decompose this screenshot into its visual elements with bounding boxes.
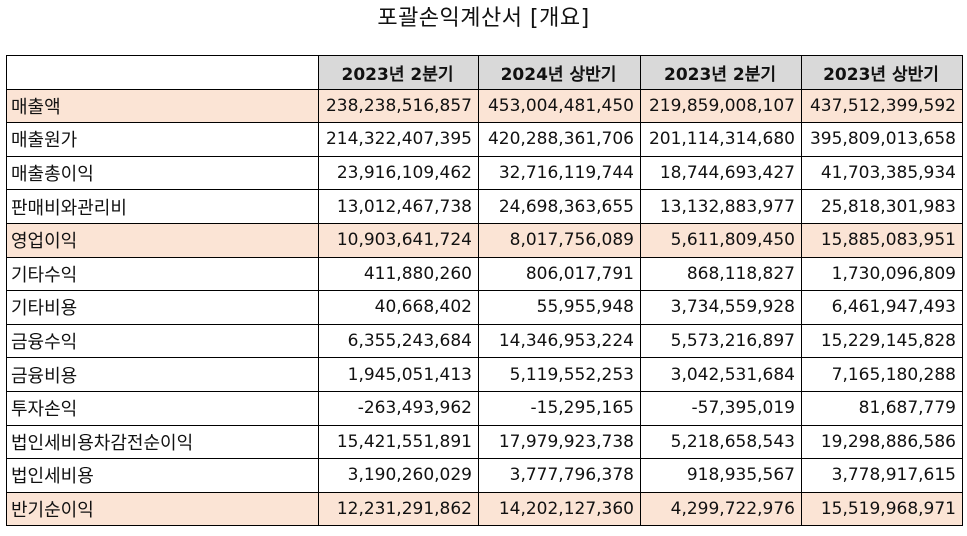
value-cell: 14,202,127,360 <box>478 491 641 527</box>
value-cell: 3,734,559,928 <box>640 290 802 325</box>
value-cell: 10,903,641,724 <box>318 222 479 258</box>
value-cell: 12,231,291,862 <box>318 491 479 527</box>
row-label: 투자손익 <box>6 390 319 426</box>
table-body: 매출액 238,238,516,857 453,004,481,450 219,859… <box>6 88 963 527</box>
value-cell: 81,687,779 <box>801 390 963 426</box>
value-cell: 15,885,083,951 <box>801 222 963 258</box>
value-cell: 15,229,145,828 <box>801 323 963 359</box>
value-cell: 219,859,008,107 <box>640 88 802 124</box>
column-header: 2024년 상반기 <box>478 55 641 90</box>
column-header: 2023년 상반기 <box>801 55 963 90</box>
value-cell: 23,916,109,462 <box>318 155 479 191</box>
page-title: 포괄손익계산서 [개요] <box>377 6 590 31</box>
value-cell: 55,955,948 <box>478 290 641 325</box>
value-cell: 420,288,361,706 <box>478 122 641 157</box>
header-corner-cell <box>6 55 319 90</box>
value-cell: 24,698,363,655 <box>478 189 641 224</box>
value-cell: 8,017,756,089 <box>478 222 641 258</box>
value-cell: 25,818,301,983 <box>801 189 963 224</box>
value-cell: 1,730,096,809 <box>801 256 963 292</box>
column-header: 2023년 2분기 <box>640 55 802 90</box>
value-cell: 3,190,260,029 <box>318 458 479 493</box>
value-cell: 19,298,886,586 <box>801 424 963 460</box>
header-row: 2023년 2분기 2024년 상반기 2023년 2분기 2023년 상반기 <box>6 55 963 90</box>
table-row: 투자손익 -263,493,962 -15,295,165 -57,395,019 81… <box>6 390 963 426</box>
row-label: 매출총이익 <box>6 155 319 191</box>
table-row: 매출원가 214,322,407,395 420,288,361,706 201,11… <box>6 122 963 157</box>
value-cell: 5,218,658,543 <box>640 424 802 460</box>
row-label: 매출액 <box>6 88 319 124</box>
value-cell: -263,493,962 <box>318 390 479 426</box>
value-cell: 3,042,531,684 <box>640 357 802 392</box>
value-cell: 6,461,947,493 <box>801 290 963 325</box>
row-label: 기타수익 <box>6 256 319 292</box>
table-row: 영업이익 10,903,641,724 8,017,756,089 5,611,809… <box>6 222 963 258</box>
value-cell: 15,519,968,971 <box>801 491 963 527</box>
row-label: 영업이익 <box>6 222 319 258</box>
table-row: 기타비용 40,668,402 55,955,948 3,734,559,928 6,4… <box>6 290 963 325</box>
row-label: 판매비와관리비 <box>6 189 319 224</box>
value-cell: 7,165,180,288 <box>801 357 963 392</box>
value-cell: 437,512,399,592 <box>801 88 963 124</box>
value-cell: -15,295,165 <box>478 390 641 426</box>
table-row: 금융비용 1,945,051,413 5,119,552,253 3,042,531,… <box>6 357 963 392</box>
value-cell: 17,979,923,738 <box>478 424 641 460</box>
value-cell: 238,238,516,857 <box>318 88 479 124</box>
value-cell: 5,119,552,253 <box>478 357 641 392</box>
table-row: 반기순이익 12,231,291,862 14,202,127,360 4,299,7… <box>6 491 963 527</box>
income-statement-table: 2023년 2분기 2024년 상반기 2023년 2분기 2023년 상반기 … <box>6 55 963 527</box>
row-label: 법인세비용차감전순이익 <box>6 424 319 460</box>
value-cell: 15,421,551,891 <box>318 424 479 460</box>
value-cell: 453,004,481,450 <box>478 88 641 124</box>
row-label: 금융수익 <box>6 323 319 359</box>
value-cell: 32,716,119,744 <box>478 155 641 191</box>
value-cell: 13,132,883,977 <box>640 189 802 224</box>
value-cell: 201,114,314,680 <box>640 122 802 157</box>
value-cell: 868,118,827 <box>640 256 802 292</box>
value-cell: 3,778,917,615 <box>801 458 963 493</box>
table-row: 기타수익 411,880,260 806,017,791 868,118,827 1,7… <box>6 256 963 292</box>
value-cell: 41,703,385,934 <box>801 155 963 191</box>
row-label: 금융비용 <box>6 357 319 392</box>
value-cell: 395,809,013,658 <box>801 122 963 157</box>
value-cell: 918,935,567 <box>640 458 802 493</box>
value-cell: 806,017,791 <box>478 256 641 292</box>
value-cell: -57,395,019 <box>640 390 802 426</box>
value-cell: 411,880,260 <box>318 256 479 292</box>
row-label: 법인세비용 <box>6 458 319 493</box>
table-row: 금융수익 6,355,243,684 14,346,953,224 5,573,216… <box>6 323 963 359</box>
value-cell: 40,668,402 <box>318 290 479 325</box>
row-label: 기타비용 <box>6 290 319 325</box>
column-header: 2023년 2분기 <box>318 55 479 90</box>
value-cell: 5,611,809,450 <box>640 222 802 258</box>
table-row: 매출총이익 23,916,109,462 32,716,119,744 18,744,… <box>6 155 963 191</box>
value-cell: 214,322,407,395 <box>318 122 479 157</box>
value-cell: 3,777,796,378 <box>478 458 641 493</box>
value-cell: 6,355,243,684 <box>318 323 479 359</box>
value-cell: 1,945,051,413 <box>318 357 479 392</box>
value-cell: 5,573,216,897 <box>640 323 802 359</box>
table-row: 판매비와관리비 13,012,467,738 24,698,363,655 13,13… <box>6 189 963 224</box>
value-cell: 4,299,722,976 <box>640 491 802 527</box>
table-row: 매출액 238,238,516,857 453,004,481,450 219,859… <box>6 88 963 124</box>
row-label: 반기순이익 <box>6 491 319 527</box>
value-cell: 14,346,953,224 <box>478 323 641 359</box>
value-cell: 18,744,693,427 <box>640 155 802 191</box>
row-label: 매출원가 <box>6 122 319 157</box>
value-cell: 13,012,467,738 <box>318 189 479 224</box>
table-row: 법인세비용차감전순이익 15,421,551,891 17,979,923,738 5… <box>6 424 963 460</box>
table-row: 법인세비용 3,190,260,029 3,777,796,378 918,935,5… <box>6 458 963 493</box>
